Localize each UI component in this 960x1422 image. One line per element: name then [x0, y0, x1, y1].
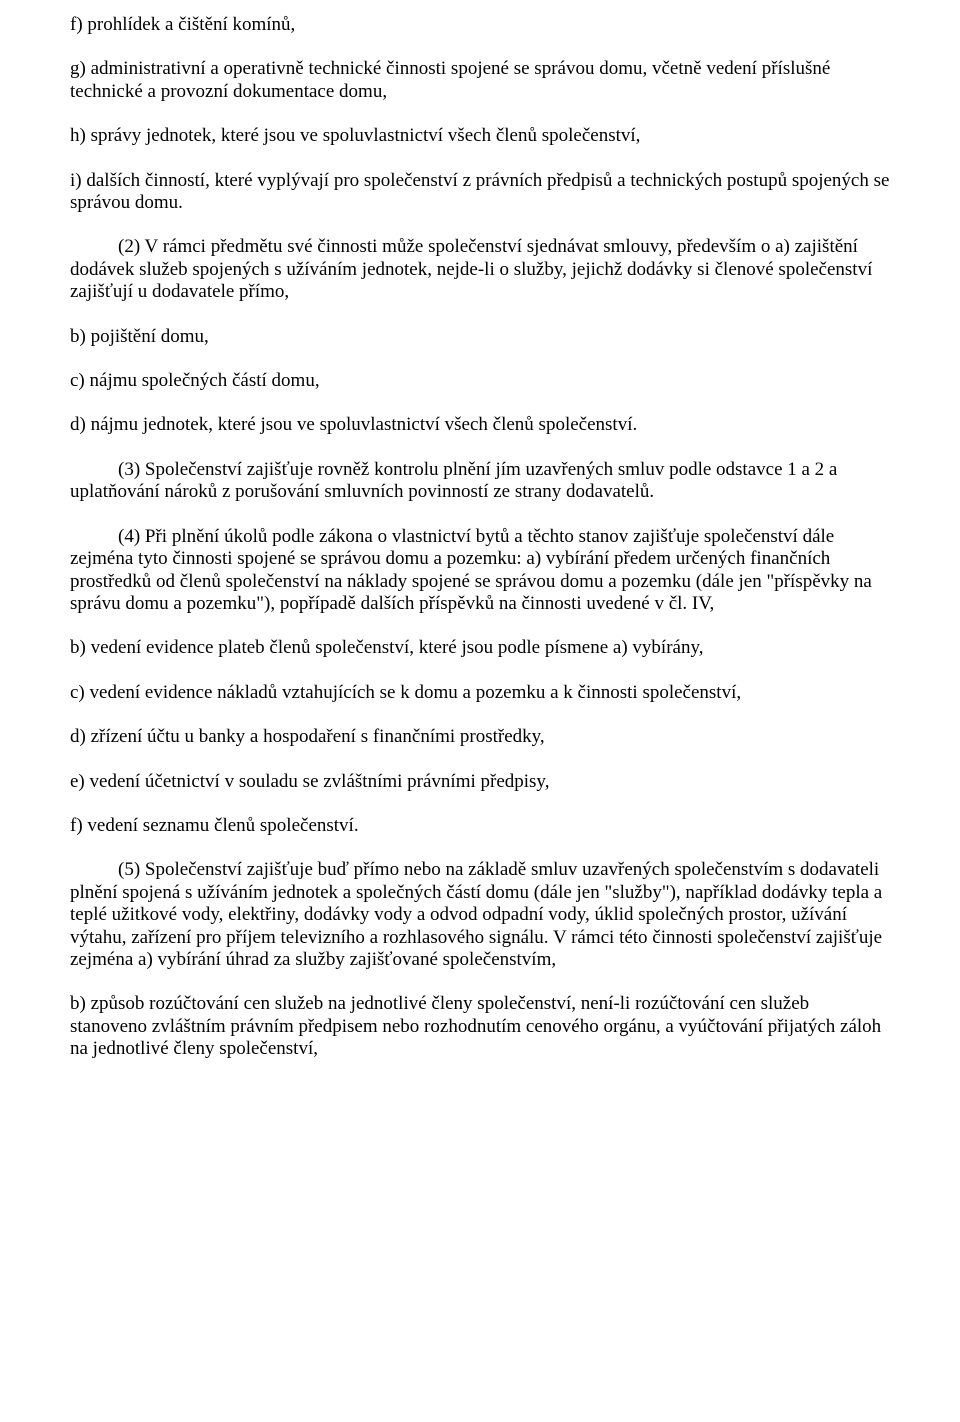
paragraph-b2: b) vedení evidence plateb členů společen…: [70, 637, 890, 659]
paragraph-f2: f) vedení seznamu členů společenství.: [70, 815, 890, 837]
paragraph-c1: c) nájmu společných částí domu,: [70, 370, 890, 392]
paragraph-2: (2) V rámci předmětu své činnosti může s…: [70, 236, 890, 303]
paragraph-d2: d) zřízení účtu u banky a hospodaření s …: [70, 726, 890, 748]
paragraph-i: i) dalších činností, které vyplývají pro…: [70, 170, 890, 215]
paragraph-4: (4) Při plnění úkolů podle zákona o vlas…: [70, 526, 890, 616]
paragraph-c2: c) vedení evidence nákladů vztahujících …: [70, 682, 890, 704]
paragraph-f: f) prohlídek a čištění komínů,: [70, 14, 890, 36]
paragraph-e: e) vedení účetnictví v souladu se zvlášt…: [70, 771, 890, 793]
paragraph-3: (3) Společenství zajišťuje rovněž kontro…: [70, 459, 890, 504]
paragraph-h: h) správy jednotek, které jsou ve spoluv…: [70, 125, 890, 147]
paragraph-b3: b) způsob rozúčtování cen služeb na jedn…: [70, 993, 890, 1060]
paragraph-d1: d) nájmu jednotek, které jsou ve spoluvl…: [70, 414, 890, 436]
paragraph-g: g) administrativní a operativně technick…: [70, 58, 890, 103]
paragraph-5: (5) Společenství zajišťuje buď přímo neb…: [70, 859, 890, 971]
paragraph-b1: b) pojištění domu,: [70, 326, 890, 348]
